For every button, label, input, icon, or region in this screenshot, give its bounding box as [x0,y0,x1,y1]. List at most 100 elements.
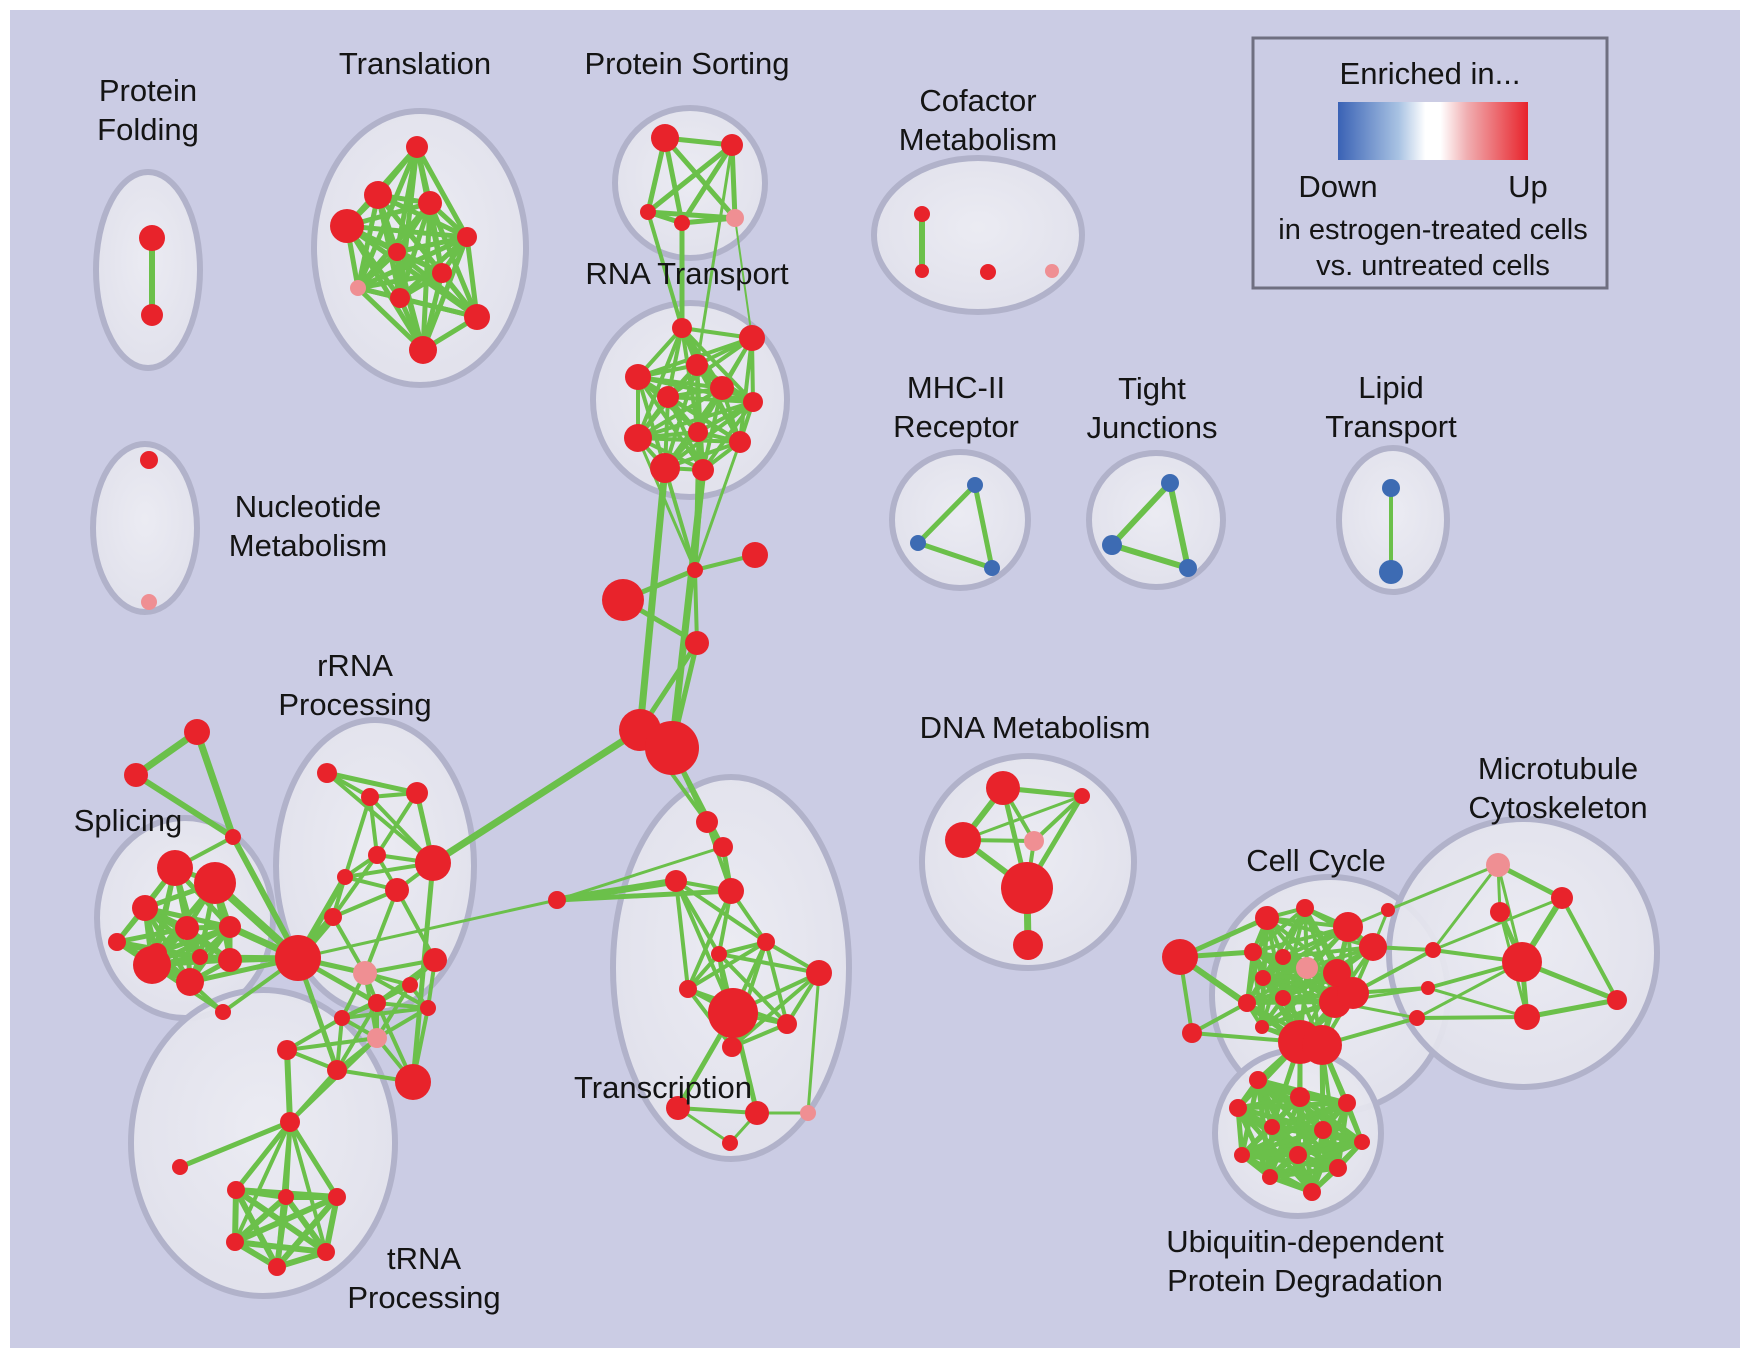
rrna-processing-node-5 [415,845,451,881]
inter-cluster-edge [288,1036,379,1124]
tight-junctions-ellipse [1086,450,1226,590]
trna-processing-edge [177,1119,293,1170]
protein-sorting-ellipse [612,105,768,261]
cell-cycle-edge [1251,906,1307,954]
cluster-labels-layer: Protein Folding Translation Protein Sorting… [74,46,1648,1315]
cell-cycle-edge [1251,925,1350,954]
translation-edge [355,270,445,291]
rna-transport-edge [738,336,754,444]
ubiquitin-degradation-label: Protein Degradation [1167,1263,1443,1298]
trna-processing-edge [288,1120,328,1254]
trna-processing-label: tRNA [387,1241,461,1276]
transcription-node-5 [711,946,727,962]
lipid-transport-label: Transport [1325,409,1457,444]
cofactor-metabolism-label: Cofactor [919,83,1036,118]
legend-up-label: Up [1508,169,1548,204]
inter-cluster-edge [636,436,697,572]
rna-transport-node-11 [692,459,714,481]
transcription-edge [730,971,821,1049]
mhc-ii-receptor-edge [915,482,978,546]
rna-transport-edge [636,375,705,472]
transcription-edge [686,940,768,991]
translation-node-8 [390,288,410,308]
rrna-processing-node-0 [317,763,337,783]
cell-cycle-node-18 [1381,903,1395,917]
rna-transport-edge [680,326,755,404]
splicing-triangle-edge [193,728,237,841]
rrna-processing-node-1 [361,788,379,806]
inter-cluster-edge [663,466,697,572]
dna-metabolism-edge [961,794,1084,842]
translation-edge [344,223,470,240]
ubiquitin-degradation-node-10 [1262,1169,1278,1185]
inter-cluster-edge [554,888,734,903]
dna-metabolism-ellipse [919,753,1137,971]
rrna-processing-edge [340,1006,430,1020]
trna-processing-edge [274,1194,340,1270]
inter-cluster-edge [1426,986,1529,1019]
inter-cluster-edge [695,143,734,367]
translation-node-1 [364,181,392,209]
cell-cycle-edge [1281,945,1375,959]
rrna-processing-node-2 [406,782,428,804]
transcription-node-13 [800,1105,816,1121]
protein-folding-node-1 [141,304,163,326]
splicing-triangle-node-2 [225,829,241,845]
rrna-processing-node-7 [324,908,342,926]
protein-sorting-node-0 [651,124,679,152]
connectors-node-6 [548,891,566,909]
rna-transport-node-6 [743,392,763,412]
trna-processing-label: Processing [347,1280,500,1315]
mhc-ii-receptor-label: MHC-II [907,370,1005,405]
rna-transport-node-9 [729,431,751,453]
translation-node-10 [409,336,437,364]
trna-processing-edge [232,1194,340,1245]
inter-cluster-edge [296,898,559,960]
microtubule-cytoskeleton-node-1 [1551,887,1573,909]
cofactor-metabolism-label: Metabolism [899,122,1058,157]
dna-metabolism-edge [1032,794,1084,843]
cell-cycle-node-17 [1302,1025,1342,1065]
lipid-transport-node-0 [1382,479,1400,497]
transcription-node-14 [722,1135,738,1151]
rrna-processing-edge [375,983,412,1040]
protein-sorting-edge [645,142,735,215]
rna-transport-edge [701,400,755,472]
nucleotide-metabolism-label: Nucleotide [235,489,381,524]
translation-node-5 [388,243,406,261]
rrna-processing-edge [324,770,420,796]
cofactor-metabolism-node-0 [914,206,930,222]
transcription-node-3 [718,878,744,904]
connectors-node-2 [742,542,768,568]
ubiquitin-degradation-label: Ubiquitin-dependent [1166,1224,1444,1259]
trna-processing-node-1 [172,1159,188,1175]
rrna-processing-label: rRNA [317,648,393,683]
rrna-processing-edge [368,795,379,857]
protein-sorting-label: Protein Sorting [584,46,789,81]
transcription-edge [717,952,821,975]
trna-processing-node-2 [227,1181,245,1199]
network-nodes-layer [108,124,1627,1276]
rrna-processing-node-15 [395,1064,431,1100]
cell-cycle-node-7 [1296,957,1318,979]
trna-processing-node-5 [226,1233,244,1251]
inter-cluster-edge [429,726,644,867]
trna-processing-edge [232,1194,289,1245]
tight-junctions-node-2 [1179,559,1197,577]
rrna-processing-edge [285,1016,344,1052]
rrna-processing-edge [331,853,379,919]
mhc-ii-receptor-node-1 [910,535,926,551]
rrna-processing-node-11 [367,1028,387,1048]
microtubule-cytoskeleton-edge [1524,997,1620,1020]
cell-cycle-node-15 [1337,977,1369,1009]
splicing-node-3 [175,916,199,940]
cell-cycle-node-10 [1255,970,1271,986]
central-hub-node-0 [275,935,321,981]
lipid-transport-label: Lipid [1358,370,1424,405]
connectors-node-1 [687,562,703,578]
rna-transport-node-7 [688,422,708,442]
splicing-node-11 [215,1004,231,1020]
legend-down-label: Down [1298,169,1377,204]
cofactor-metabolism-ellipse [871,155,1085,315]
